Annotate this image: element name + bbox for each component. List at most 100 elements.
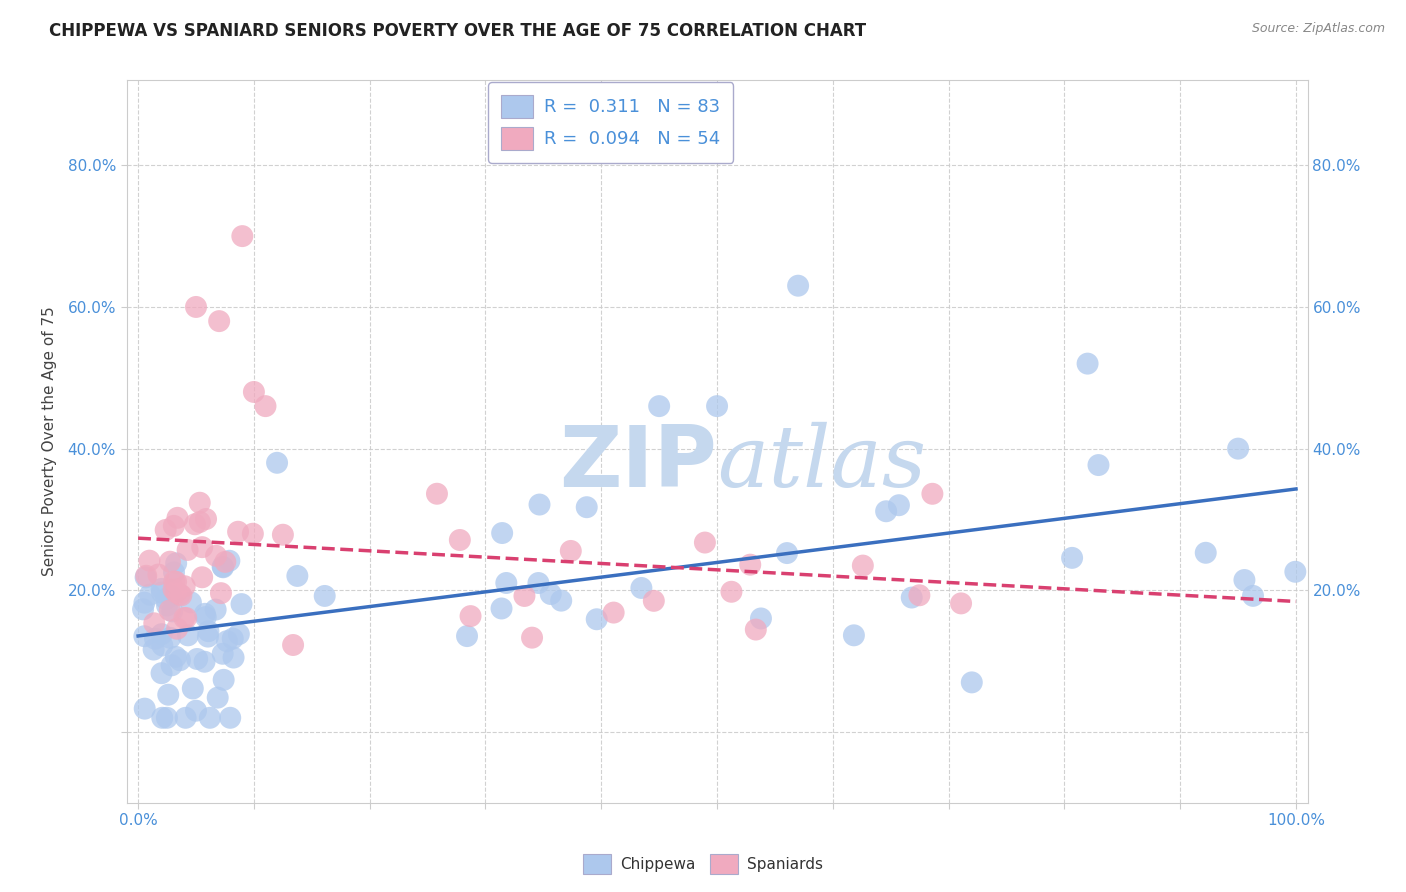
Point	[491, 526, 513, 541]
Point	[1233, 573, 1256, 587]
Text: CHIPPEWA VS SPANIARD SENIORS POVERTY OVER THE AGE OF 75 CORRELATION CHART: CHIPPEWA VS SPANIARD SENIORS POVERTY OVE…	[49, 22, 866, 40]
Point	[908, 588, 931, 602]
Point	[218, 554, 240, 568]
Point	[630, 581, 652, 595]
Point	[160, 589, 183, 603]
Point	[529, 498, 551, 512]
Point	[585, 612, 607, 626]
Point	[228, 627, 250, 641]
Point	[219, 711, 242, 725]
Point	[460, 609, 482, 624]
Point	[281, 638, 304, 652]
Point	[842, 628, 865, 642]
Point	[211, 559, 233, 574]
Point	[188, 515, 211, 529]
Point	[495, 576, 517, 591]
Point	[193, 655, 215, 669]
Point	[157, 688, 180, 702]
Point	[156, 599, 179, 613]
Point	[491, 601, 513, 615]
Point	[188, 496, 211, 510]
Point	[693, 535, 716, 549]
Point	[134, 596, 156, 610]
Point	[165, 574, 187, 589]
Point	[159, 603, 181, 617]
Point	[150, 585, 173, 599]
Point	[208, 314, 231, 328]
Point	[150, 666, 173, 681]
Point	[166, 511, 188, 525]
Legend: Chippewa, Spaniards: Chippewa, Spaniards	[576, 848, 830, 880]
Point	[222, 632, 245, 646]
Y-axis label: Seniors Poverty Over the Age of 75: Seniors Poverty Over the Age of 75	[42, 307, 56, 576]
Point	[720, 584, 742, 599]
Point	[602, 606, 624, 620]
Point	[165, 649, 187, 664]
Point	[875, 504, 897, 518]
Point	[266, 456, 288, 470]
Text: ZIP: ZIP	[560, 422, 717, 505]
Point	[163, 519, 186, 533]
Point	[150, 582, 173, 596]
Point	[205, 549, 228, 563]
Point	[1227, 442, 1250, 456]
Point	[550, 593, 572, 607]
Point	[426, 487, 449, 501]
Point	[231, 229, 253, 244]
Point	[163, 574, 186, 589]
Point	[271, 527, 294, 541]
Point	[169, 587, 191, 601]
Point	[160, 658, 183, 673]
Point	[163, 566, 186, 580]
Point	[191, 540, 214, 554]
Point	[1284, 565, 1306, 579]
Point	[194, 607, 217, 621]
Point	[166, 622, 188, 636]
Point	[226, 524, 249, 539]
Point	[231, 597, 253, 611]
Point	[162, 582, 184, 597]
Point	[207, 690, 229, 705]
Point	[184, 517, 207, 532]
Point	[134, 629, 156, 643]
Text: atlas: atlas	[717, 422, 927, 505]
Point	[169, 653, 191, 667]
Point	[513, 589, 536, 603]
Point	[209, 586, 232, 600]
Point	[173, 579, 195, 593]
Point	[560, 544, 582, 558]
Point	[191, 570, 214, 584]
Point	[243, 384, 266, 399]
Point	[155, 523, 177, 537]
Point	[148, 567, 170, 582]
Point	[648, 399, 671, 413]
Point	[745, 623, 768, 637]
Point	[150, 711, 173, 725]
Point	[165, 556, 187, 570]
Point	[575, 500, 598, 515]
Point	[1241, 589, 1264, 603]
Point	[527, 576, 550, 591]
Point	[135, 568, 157, 582]
Point	[180, 595, 202, 609]
Point	[212, 673, 235, 687]
Point	[900, 591, 922, 605]
Point	[174, 611, 197, 625]
Point	[184, 300, 207, 314]
Point	[197, 630, 219, 644]
Point	[520, 631, 543, 645]
Point	[139, 588, 162, 602]
Point	[950, 596, 973, 610]
Point	[222, 650, 245, 665]
Point	[215, 634, 238, 648]
Point	[186, 652, 208, 666]
Point	[165, 585, 187, 599]
Point	[170, 588, 193, 602]
Point	[176, 543, 198, 558]
Point	[1195, 546, 1218, 560]
Point	[132, 602, 155, 616]
Point	[134, 701, 156, 715]
Point	[197, 624, 219, 639]
Point	[540, 587, 562, 601]
Point	[160, 604, 183, 618]
